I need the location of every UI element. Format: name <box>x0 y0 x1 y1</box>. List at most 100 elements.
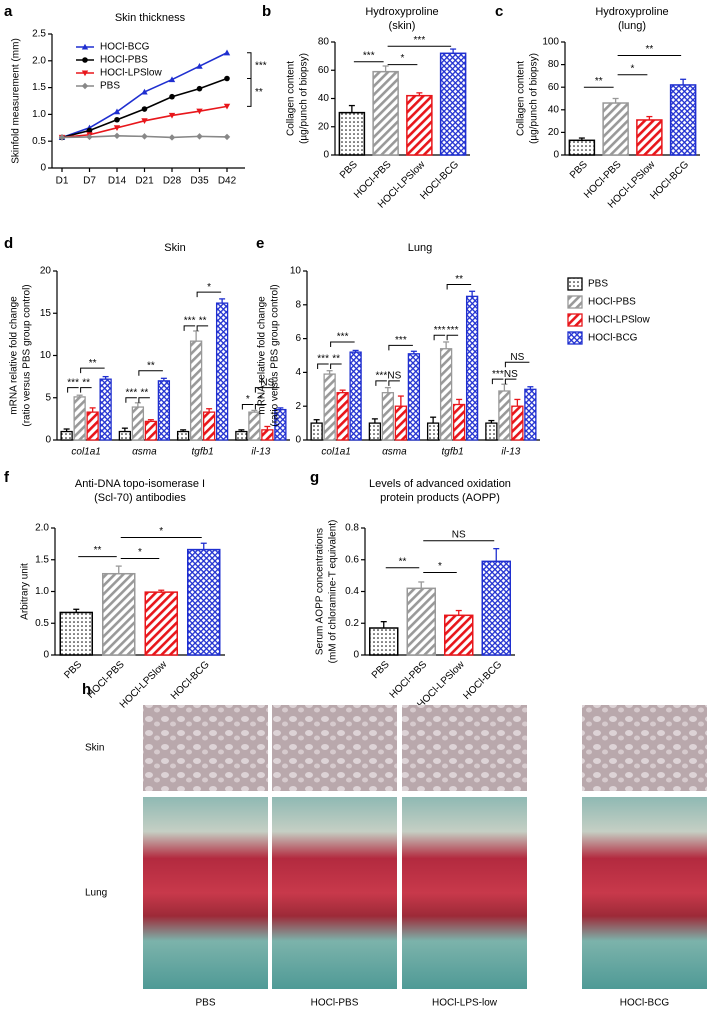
significance-label: * <box>631 63 635 74</box>
significance-bracket <box>388 380 400 386</box>
significance-label: *** <box>376 370 388 381</box>
row-label: Lung <box>85 888 107 899</box>
bar <box>187 548 221 656</box>
significance-label: ** <box>147 360 155 371</box>
chart-title: Anti-DNA topo-isomerase I <box>75 478 205 490</box>
point <box>223 103 231 110</box>
y-tick-label: 0 <box>43 650 49 661</box>
significance-label: *** <box>447 325 459 336</box>
x-tick-label: D35 <box>190 176 209 187</box>
y-axis-label: (µg/punch of biopsy) <box>529 53 540 144</box>
bar <box>261 429 274 441</box>
y-tick-label: 4 <box>295 367 301 378</box>
significance-bracket <box>375 380 387 386</box>
x-tick-label: tgfb1 <box>442 447 464 458</box>
significance-bracket <box>247 52 252 79</box>
point <box>58 134 66 141</box>
y-tick-label: 2 <box>295 401 301 412</box>
significance-label: * <box>246 394 250 405</box>
bar <box>511 405 524 441</box>
legend-label: HOCl-PBS <box>588 297 636 308</box>
significance-bracket <box>446 334 459 341</box>
bar <box>452 403 466 441</box>
significance-bracket <box>80 367 105 374</box>
point <box>223 49 231 56</box>
y-tick-label: 6 <box>295 333 301 344</box>
histology-image <box>582 705 707 791</box>
y-tick-label: 0 <box>553 150 559 161</box>
histology-image <box>272 705 397 791</box>
y-axis-label: mRNA relative fold change <box>9 296 20 415</box>
significance-bracket <box>247 77 252 107</box>
y-axis-label: (ratio versus PBS group control) <box>270 284 281 426</box>
point <box>141 118 148 125</box>
x-tick-label: αsma <box>132 447 157 458</box>
y-axis-label: Serum AOPP concentrations <box>315 528 326 655</box>
column-label: HOCl-BCG <box>620 998 670 1009</box>
y-tick-label: 10 <box>290 266 302 277</box>
significance-label: * <box>259 394 263 405</box>
x-tick-label: HOCl-PBS <box>85 659 127 701</box>
bar <box>202 411 216 441</box>
bar <box>465 295 479 441</box>
bar <box>368 422 382 441</box>
y-axis-label: Arbitrary unit <box>20 563 31 620</box>
significance-label: ** <box>199 316 207 327</box>
legend-label: PBS <box>100 81 120 92</box>
point <box>82 57 88 63</box>
significance-bracket <box>67 387 79 393</box>
x-tick-label: PBS <box>338 159 360 181</box>
y-axis-label: Skinfold measurement (mm) <box>11 38 22 164</box>
bar <box>189 340 203 441</box>
bar <box>568 139 596 156</box>
column-label: HOCl-LPS-low <box>432 998 498 1009</box>
point <box>168 112 176 119</box>
significance-bracket <box>138 397 150 403</box>
y-tick-label: 10 <box>40 350 52 361</box>
significance-label: *** <box>317 354 329 365</box>
legend-label: HOCl-PBS <box>100 55 148 66</box>
significance-label: NS <box>510 352 524 363</box>
significance-bracket <box>491 378 504 385</box>
panel-letter: c <box>495 3 503 20</box>
y-tick-label: 0 <box>45 435 51 446</box>
legend-swatch <box>567 295 583 309</box>
y-tick-label: 0.5 <box>35 618 49 629</box>
significance-label: *** <box>414 35 426 46</box>
bar <box>444 614 474 656</box>
y-tick-label: 15 <box>40 308 52 319</box>
bar <box>406 587 436 656</box>
bar <box>369 627 399 656</box>
panel-letter: b <box>262 3 271 20</box>
bar <box>144 420 158 441</box>
chart-title: Hydroxyproline <box>365 6 438 18</box>
bar <box>338 111 366 156</box>
x-tick-label: D1 <box>56 176 69 187</box>
point <box>223 133 231 141</box>
y-tick-label: 80 <box>318 37 330 48</box>
x-tick-label: D28 <box>163 176 182 187</box>
panel-letter: f <box>4 469 10 486</box>
y-tick-label: 0.6 <box>345 554 359 565</box>
significance-label: NS <box>504 369 518 380</box>
x-tick-label: PBS <box>568 159 590 181</box>
y-axis-label: Collagen content <box>286 61 297 136</box>
y-axis-label: (mM of chloramine-T equivalent) <box>328 520 339 664</box>
y-tick-label: 40 <box>548 104 560 115</box>
legend-label: HOCl-BCG <box>588 333 638 344</box>
y-tick-label: 8 <box>295 299 301 310</box>
histology-image <box>272 797 397 989</box>
legend-swatch <box>567 331 583 345</box>
bar <box>144 591 178 656</box>
point <box>196 133 203 140</box>
significance-label: NS <box>387 370 401 381</box>
bar <box>498 390 511 441</box>
point <box>168 76 176 83</box>
significance-bracket <box>504 378 517 385</box>
bar <box>602 102 629 156</box>
point <box>81 70 89 77</box>
chart-title: protein products (AOPP) <box>380 492 500 504</box>
significance-label: NS <box>452 529 466 540</box>
y-tick-label: 0.2 <box>345 618 359 629</box>
point <box>113 132 121 140</box>
